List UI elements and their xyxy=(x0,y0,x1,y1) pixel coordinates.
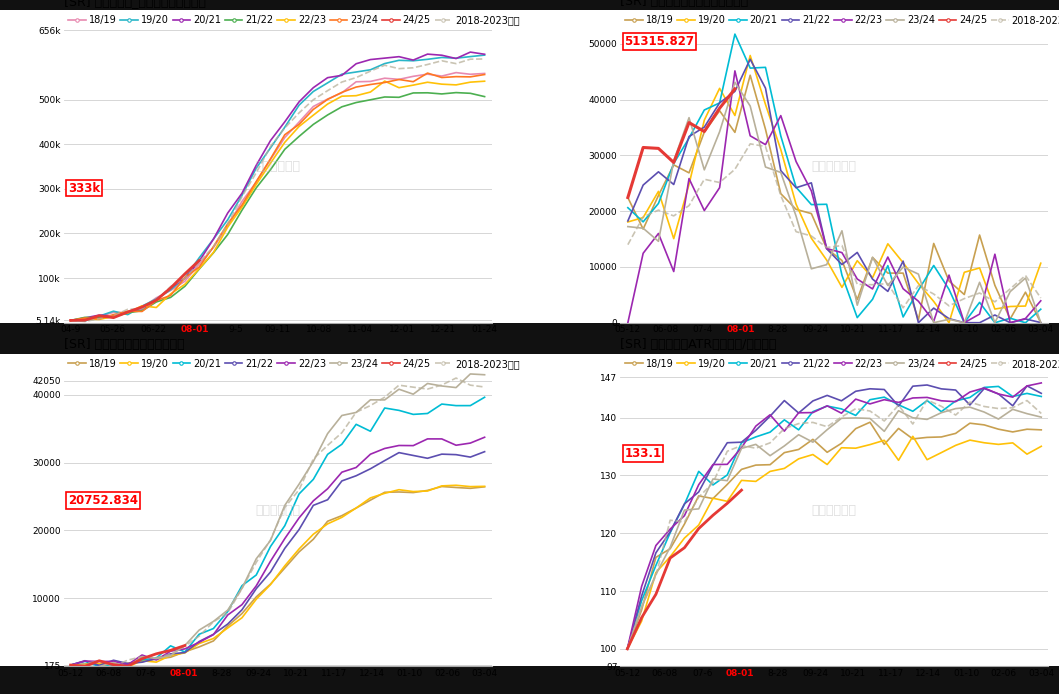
Text: [SR] 中南部双周甘蕎产量（千吨）: [SR] 中南部双周甘蕎产量（千吨） xyxy=(621,0,749,8)
Text: [SR] 巴西中南部_甘蕎入榨量（千吨）: [SR] 巴西中南部_甘蕎入榨量（千吨） xyxy=(64,0,205,8)
Text: 333k: 333k xyxy=(68,182,100,194)
Text: 51315.827: 51315.827 xyxy=(625,35,695,48)
Text: 紫金天风期货: 紫金天风期货 xyxy=(812,504,857,516)
Text: 20752.834: 20752.834 xyxy=(68,494,138,507)
Legend: 18/19, 19/20, 20/21, 21/22, 22/23, 23/24, 24/25, 2018-2023均値: 18/19, 19/20, 20/21, 21/22, 22/23, 23/24… xyxy=(69,359,520,369)
Text: [SR] 巴西中南部糖产品（千吨）: [SR] 巴西中南部糖产品（千吨） xyxy=(64,339,184,351)
Legend: 18/19, 19/20, 20/21, 21/22, 22/23, 23/24, 24/25, 2018-2023均値: 18/19, 19/20, 20/21, 21/22, 22/23, 23/24… xyxy=(625,359,1059,369)
Legend: 18/19, 19/20, 20/21, 21/22, 22/23, 23/24, 24/25, 2018-2023均値: 18/19, 19/20, 20/21, 21/22, 22/23, 23/24… xyxy=(625,15,1059,25)
Text: [SR] 巴西中南部ATR（千支糖/吨甘蕎）: [SR] 巴西中南部ATR（千支糖/吨甘蕎） xyxy=(621,339,776,351)
Text: 紫金天风期货: 紫金天风期货 xyxy=(812,160,857,173)
Text: 133.1: 133.1 xyxy=(625,447,662,460)
Text: 紫金天风期货: 紫金天风期货 xyxy=(255,504,300,516)
Text: 紫金天风期货: 紫金天风期货 xyxy=(255,160,300,173)
Legend: 18/19, 19/20, 20/21, 21/22, 22/23, 23/24, 24/25, 2018-2023均値: 18/19, 19/20, 20/21, 21/22, 22/23, 23/24… xyxy=(69,15,520,25)
